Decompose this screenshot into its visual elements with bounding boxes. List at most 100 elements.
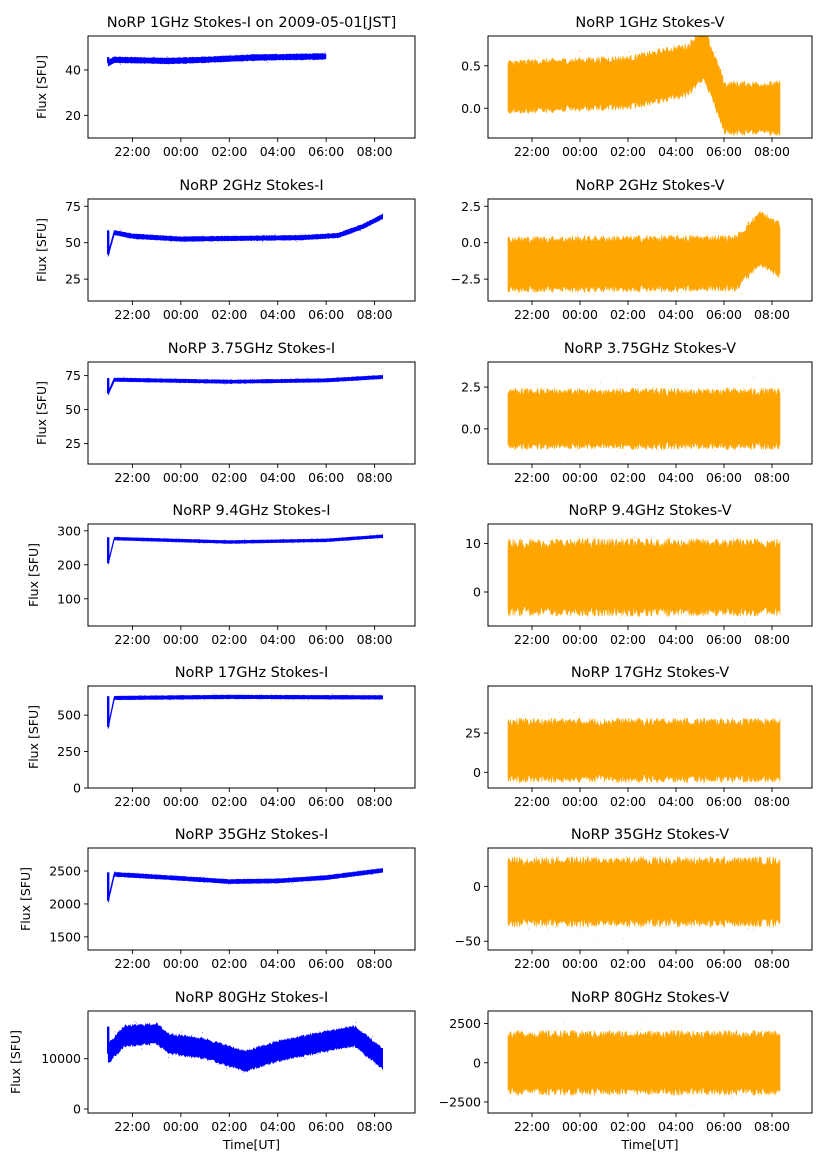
- data-point: [583, 102, 586, 104]
- data-point: [651, 901, 653, 903]
- data-point: [267, 1053, 269, 1056]
- data-point: [294, 694, 296, 696]
- data-point: [291, 698, 293, 700]
- data-point: [292, 540, 294, 542]
- data-point: [177, 379, 179, 381]
- data-point: [585, 899, 588, 901]
- data-point: [294, 879, 297, 881]
- data-point: [243, 60, 245, 62]
- data-point: [200, 698, 202, 700]
- data-point: [317, 875, 319, 878]
- x-tick-label: 00:00: [163, 307, 199, 322]
- x-tick-label: 00:00: [562, 1119, 598, 1134]
- data-point: [668, 743, 670, 745]
- data-point: [128, 873, 130, 875]
- data-point: [765, 906, 767, 908]
- data-point: [520, 906, 522, 908]
- data-point: [640, 70, 642, 72]
- data-point: [149, 876, 151, 878]
- x-tick-label: 06:00: [706, 470, 742, 485]
- data-point: [591, 423, 593, 425]
- data-point: [605, 877, 607, 879]
- data-point: [184, 238, 186, 240]
- data-point: [223, 381, 225, 383]
- data-point: [563, 896, 565, 898]
- data-point: [111, 545, 113, 547]
- data-point: [551, 249, 553, 251]
- data-point: [280, 1060, 282, 1062]
- data-point: [629, 1069, 631, 1071]
- data-point: [775, 406, 777, 408]
- data-point: [693, 406, 695, 408]
- data-point: [174, 540, 177, 542]
- data-point: [139, 696, 141, 698]
- data-point: [515, 419, 518, 421]
- data-point: [684, 73, 686, 75]
- data-point: [748, 260, 750, 262]
- data-point: [603, 576, 605, 578]
- data-point: [743, 1085, 745, 1087]
- data-point: [537, 570, 539, 572]
- data-point: [372, 536, 374, 538]
- data-point: [634, 770, 636, 772]
- data-point: [664, 78, 666, 80]
- data-point: [555, 895, 557, 897]
- data-point: [767, 84, 769, 86]
- data-point: [303, 695, 306, 697]
- data-point: [143, 877, 145, 879]
- data-point: [344, 1026, 347, 1028]
- data-point: [559, 543, 562, 545]
- data-point: [297, 378, 299, 380]
- data-point: [114, 537, 116, 539]
- data-point: [123, 1030, 125, 1032]
- data-point: [673, 246, 675, 249]
- data-point: [736, 917, 738, 920]
- data-point: [144, 1036, 146, 1038]
- data-point: [604, 243, 606, 245]
- data-point: [735, 562, 737, 564]
- data-point: [548, 1078, 550, 1080]
- data-point: [537, 906, 539, 909]
- data-point: [226, 236, 228, 238]
- data-point: [604, 752, 606, 754]
- data-point: [715, 589, 717, 591]
- data-point: [315, 1047, 318, 1049]
- data-point: [599, 382, 601, 384]
- data-point: [525, 1071, 527, 1073]
- data-point: [615, 564, 617, 567]
- data-point: [758, 1095, 760, 1097]
- data-point: [183, 1039, 185, 1041]
- data-point: [174, 876, 176, 878]
- data-point: [728, 875, 730, 877]
- data-point: [335, 538, 337, 540]
- data-point: [241, 541, 243, 543]
- data-point: [740, 877, 742, 879]
- data-point: [594, 427, 596, 430]
- data-point: [375, 378, 377, 380]
- data-point: [575, 558, 577, 560]
- data-point: [625, 579, 627, 582]
- data-point: [338, 538, 340, 540]
- data-point: [114, 871, 116, 873]
- data-point: [292, 55, 294, 57]
- data-point: [525, 910, 527, 912]
- data-point: [663, 889, 665, 891]
- data-point: [205, 541, 207, 544]
- data-point: [583, 886, 585, 888]
- data-point: [553, 409, 555, 411]
- data-point: [287, 1051, 289, 1053]
- data-point: [170, 60, 172, 62]
- data-point: [226, 59, 228, 61]
- data-point: [682, 1063, 684, 1065]
- data-point: [174, 238, 176, 240]
- data-point: [759, 108, 761, 110]
- y-tick-label: 500: [57, 708, 81, 723]
- data-point: [337, 695, 339, 697]
- data-point: [211, 1053, 213, 1055]
- data-point: [266, 1052, 268, 1054]
- data-point: [113, 60, 115, 62]
- data-point: [208, 59, 210, 61]
- data-point: [584, 882, 586, 884]
- data-point: [538, 761, 540, 763]
- data-point: [565, 266, 567, 268]
